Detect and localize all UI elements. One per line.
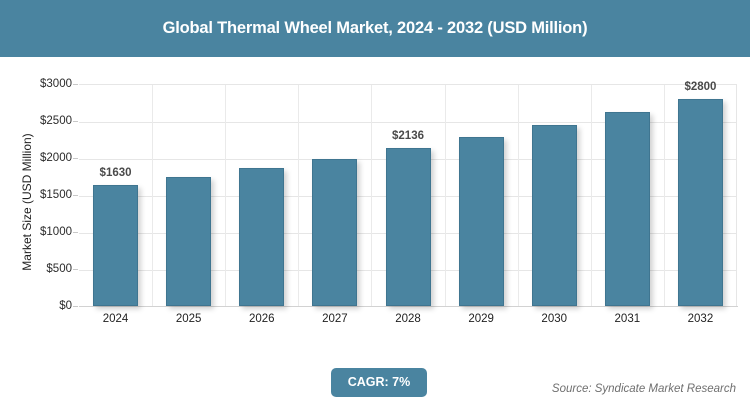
gridline-vertical bbox=[152, 85, 154, 306]
y-axis-tick-label: $500 bbox=[46, 263, 72, 275]
y-axis-tick-label: $1500 bbox=[40, 189, 72, 201]
y-axis-tick-mark bbox=[73, 306, 78, 307]
x-axis-tick-label-2026: 2026 bbox=[248, 313, 275, 325]
bar-2030 bbox=[531, 125, 577, 306]
y-axis-tick-label: $2000 bbox=[40, 152, 72, 164]
bar-value-label-2024: $1630 bbox=[99, 167, 132, 180]
gridline-vertical bbox=[663, 85, 665, 306]
cagr-badge: CAGR: 7% bbox=[331, 368, 427, 397]
x-axis-tick-label-2029: 2029 bbox=[468, 313, 494, 325]
y-axis-tick-mark bbox=[73, 121, 78, 122]
chart-header-band bbox=[0, 0, 750, 57]
x-axis-tick-label-2028: 2028 bbox=[395, 313, 421, 325]
bar-2025 bbox=[166, 177, 212, 306]
y-axis-tick-mark bbox=[73, 269, 78, 270]
x-axis-tick-label-2024: 2024 bbox=[102, 313, 129, 325]
bar-2026 bbox=[239, 168, 285, 306]
bar-2031 bbox=[604, 112, 650, 306]
gridline-vertical bbox=[517, 85, 519, 306]
source-note: Source: Syndicate Market Research bbox=[551, 383, 736, 395]
y-axis-tick-mark bbox=[73, 84, 78, 85]
y-axis-tick-label: $2500 bbox=[40, 115, 72, 127]
y-axis-tick-label: $0 bbox=[59, 300, 72, 312]
gridline-vertical bbox=[444, 85, 446, 306]
x-axis-tick-label-2032: 2032 bbox=[687, 313, 714, 325]
x-axis-tick-label-2030: 2030 bbox=[541, 313, 568, 325]
x-axis-line bbox=[79, 306, 738, 307]
bar-2028 bbox=[385, 147, 431, 306]
y-axis-tick-mark bbox=[73, 158, 78, 159]
x-axis-tick-label-2025: 2025 bbox=[175, 313, 202, 325]
bar-2029 bbox=[458, 136, 504, 306]
gridline-vertical bbox=[590, 85, 592, 306]
bar-2027 bbox=[312, 158, 358, 306]
gridline-vertical bbox=[298, 85, 300, 306]
bar-value-label-2032: $2800 bbox=[684, 80, 717, 93]
x-axis-tick-label-2031: 2031 bbox=[614, 313, 641, 325]
y-axis-ticks: $0 $500 $1000 $1500 $2000 $2500 $3000 bbox=[0, 0, 72, 417]
x-axis-tick-label-2027: 2027 bbox=[322, 313, 348, 325]
gridline-vertical bbox=[225, 85, 227, 306]
y-axis-tick-mark bbox=[73, 232, 78, 233]
bar-2032 bbox=[677, 98, 723, 306]
y-axis-tick-label: $3000 bbox=[40, 78, 72, 90]
y-axis-tick-mark bbox=[73, 195, 78, 196]
gridline-vertical bbox=[371, 85, 373, 306]
page-title: Global Thermal Wheel Market, 2024 - 2032… bbox=[162, 19, 588, 37]
bar-2024 bbox=[93, 185, 139, 306]
gridline-horizontal bbox=[79, 122, 736, 123]
y-axis-tick-label: $1000 bbox=[40, 226, 72, 238]
bar-value-label-2028: $2136 bbox=[392, 129, 424, 142]
